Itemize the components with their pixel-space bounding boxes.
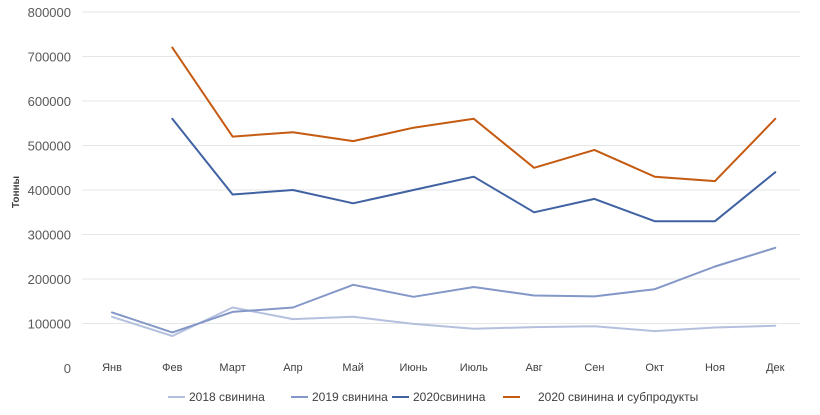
y-tick-label: 800000 (28, 5, 71, 20)
series-line-2 (111, 246, 777, 334)
y-axis-label: Тонны (11, 176, 22, 208)
x-tick-label: Апр (283, 362, 302, 374)
x-tick-label: Дек (766, 362, 785, 374)
legend-label: 2018 свинина (189, 390, 265, 404)
y-tick-label: 600000 (28, 94, 71, 109)
legend-label: 2019 свинина (312, 390, 388, 404)
x-tick-label: Ноя (705, 362, 725, 374)
y-tick-label: 500000 (28, 139, 71, 154)
x-tick-label: Май (342, 362, 364, 374)
legend-item: 2019 свинина (291, 390, 388, 404)
x-tick-label: Янв (102, 362, 122, 374)
x-tick-label: Фев (162, 362, 182, 374)
y-tick-label: 0 (64, 361, 71, 376)
gridlines (82, 11, 800, 324)
legend-label: 2020 свинина и субпродукты (538, 390, 698, 404)
y-tick-label: 700000 (28, 50, 71, 65)
series-line-4 (171, 46, 777, 183)
y-axis-ticks: 0 100000 200000 300000 400000 500000 600000 700… (28, 5, 71, 376)
series-line-1 (111, 306, 777, 337)
x-tick-label: Март (219, 362, 245, 374)
legend-label: 2020свинина (413, 390, 486, 404)
y-tick-label: 200000 (28, 272, 71, 287)
x-tick-label: Сен (584, 362, 604, 374)
legend-item: 2020 свинина и субпродукты (503, 390, 698, 404)
series-lines (111, 46, 777, 337)
y-tick-label: 300000 (28, 228, 71, 243)
x-tick-label: Авг (525, 362, 542, 374)
x-axis-ticks: Янв Фев Март Апр Май Июнь Июль Авг Сен Окт Ноя Дек (102, 362, 785, 374)
y-tick-label: 100000 (28, 317, 71, 332)
x-tick-label: Июль (460, 362, 488, 374)
series-line-3 (171, 117, 777, 223)
x-tick-label: Окт (645, 362, 664, 374)
y-tick-label: 400000 (28, 183, 71, 198)
legend: 2018 свинина 2019 свинина 2020свинина 2020 … (168, 390, 698, 404)
legend-item: 2020свинина (392, 390, 486, 404)
x-tick-label: Июнь (400, 362, 428, 374)
legend-item: 2018 свинина (168, 390, 265, 404)
